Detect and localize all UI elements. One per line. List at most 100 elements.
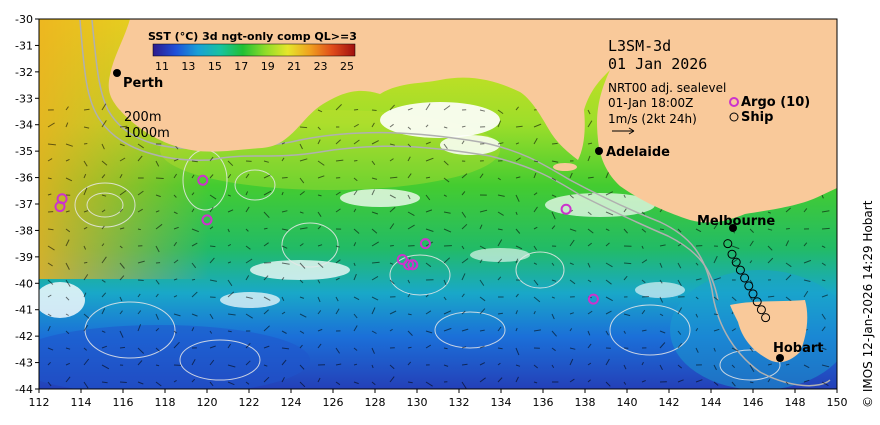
velocity-arrow xyxy=(191,228,199,233)
lon-tick-label: 132 xyxy=(449,396,470,409)
velocity-arrow xyxy=(209,174,214,179)
lat-tick-label: -36 xyxy=(15,172,33,185)
argo-float-marker xyxy=(396,254,408,265)
velocity-arrow xyxy=(443,126,448,129)
velocity-arrow xyxy=(515,376,519,383)
velocity-arrow xyxy=(587,242,593,247)
ship-marker xyxy=(761,313,771,323)
colorbar-tick-label: 15 xyxy=(208,60,222,73)
velocity-arrow xyxy=(263,309,269,315)
sealevel-label: NRT00 adj. sealevel xyxy=(608,81,726,95)
velocity-arrow xyxy=(101,381,108,384)
velocity-arrow xyxy=(119,245,123,249)
colorbar-tick-label: 11 xyxy=(155,60,169,73)
ship-marker xyxy=(731,257,741,267)
velocity-arrow xyxy=(623,381,627,385)
velocity-arrow xyxy=(497,211,504,216)
velocity-arrow xyxy=(65,228,71,233)
velocity-arrow xyxy=(299,344,303,349)
velocity-arrow xyxy=(389,310,397,315)
velocity-arrow xyxy=(101,194,107,197)
velocity-arrow xyxy=(515,176,521,179)
velocity-arrow xyxy=(587,279,592,283)
city-label-hobart: Hobart xyxy=(773,341,824,356)
velocity-arrow xyxy=(191,242,198,247)
velocity-arrow xyxy=(281,142,286,145)
velocity-arrow xyxy=(587,176,594,179)
velocity-arrow xyxy=(245,191,249,196)
velocity-arrow xyxy=(353,296,360,301)
velocity-arrow xyxy=(317,343,322,349)
velocity-arrow xyxy=(425,294,429,298)
velocity-arrow xyxy=(101,292,107,298)
velocity-arrow xyxy=(551,330,557,337)
velocity-arrow xyxy=(353,363,358,366)
velocity-arrow xyxy=(551,142,558,145)
velocity-arrow xyxy=(299,191,305,196)
velocity-arrow xyxy=(443,347,448,350)
velocity-arrow xyxy=(101,345,108,349)
velocity-arrow xyxy=(443,143,448,149)
velocity-arrow xyxy=(371,177,378,180)
velocity-arrow xyxy=(173,330,177,334)
argo-float-marker xyxy=(419,238,431,250)
velocity-arrow xyxy=(497,228,503,231)
velocity-arrow xyxy=(119,125,128,128)
velocity-arrow xyxy=(569,239,575,247)
velocity-arrow xyxy=(119,310,123,315)
colorbar-tick-label: 23 xyxy=(314,60,328,73)
velocity-arrow xyxy=(587,109,591,115)
velocity-arrow xyxy=(227,364,236,368)
velocity-arrow xyxy=(659,364,663,371)
velocity-arrow xyxy=(443,211,451,214)
lat-tick-label: -40 xyxy=(15,277,33,290)
velocity-arrow xyxy=(227,330,232,333)
velocity-arrow xyxy=(533,160,539,163)
velocity-arrow xyxy=(821,294,828,298)
velocity-arrow xyxy=(767,363,772,366)
velocity-arrow xyxy=(191,262,197,269)
velocity-arrow xyxy=(155,177,164,179)
velocity-arrow xyxy=(731,347,739,352)
velocity-arrow xyxy=(443,194,447,197)
velocity-arrow xyxy=(767,378,771,383)
velocity-arrow xyxy=(173,158,179,162)
velocity-arrow xyxy=(533,279,539,286)
argo-float-marker xyxy=(197,174,209,186)
velocity-arrow xyxy=(749,240,754,247)
velocity-arrow xyxy=(641,259,648,264)
colorbar: SST (°C) 3d ngt-only comp QL>=3 11 13 15 17… xyxy=(148,30,357,73)
velocity-arrow xyxy=(533,206,538,213)
velocity-arrow xyxy=(317,211,322,217)
velocity-arrow xyxy=(137,143,144,149)
velocity-arrow xyxy=(353,313,358,319)
lon-tick-label: 138 xyxy=(575,396,596,409)
velocity-arrow xyxy=(749,279,753,284)
velocity-arrow xyxy=(371,296,379,301)
velocity-arrow xyxy=(569,378,575,383)
velocity-arrow xyxy=(677,364,683,369)
velocity-arrow xyxy=(407,143,412,148)
velocity-arrow xyxy=(47,177,52,180)
lat-tick-label: -42 xyxy=(15,330,33,343)
velocity-arrow xyxy=(209,194,217,200)
lon-tick-label: 128 xyxy=(365,396,386,409)
land xyxy=(39,19,837,363)
velocity-arrow xyxy=(47,245,55,251)
velocity-arrow xyxy=(803,379,810,383)
velocity-arrow xyxy=(569,312,574,315)
velocity-arrow xyxy=(101,209,106,213)
velocity-arrow xyxy=(101,279,106,283)
velocity-arrow xyxy=(821,347,827,351)
lon-tick-label: 118 xyxy=(155,396,176,409)
bathymetry-contours xyxy=(79,19,831,387)
velocity-arrow xyxy=(461,173,468,179)
velocity-arrow xyxy=(479,109,486,112)
velocity-arrow xyxy=(353,177,358,182)
velocity-arrow xyxy=(479,224,483,230)
velocity-arrow xyxy=(821,194,824,199)
velocity-arrow xyxy=(371,275,379,281)
velocity-arrow xyxy=(515,310,518,315)
velocity-arrow xyxy=(695,313,699,318)
ship-track xyxy=(723,239,771,323)
